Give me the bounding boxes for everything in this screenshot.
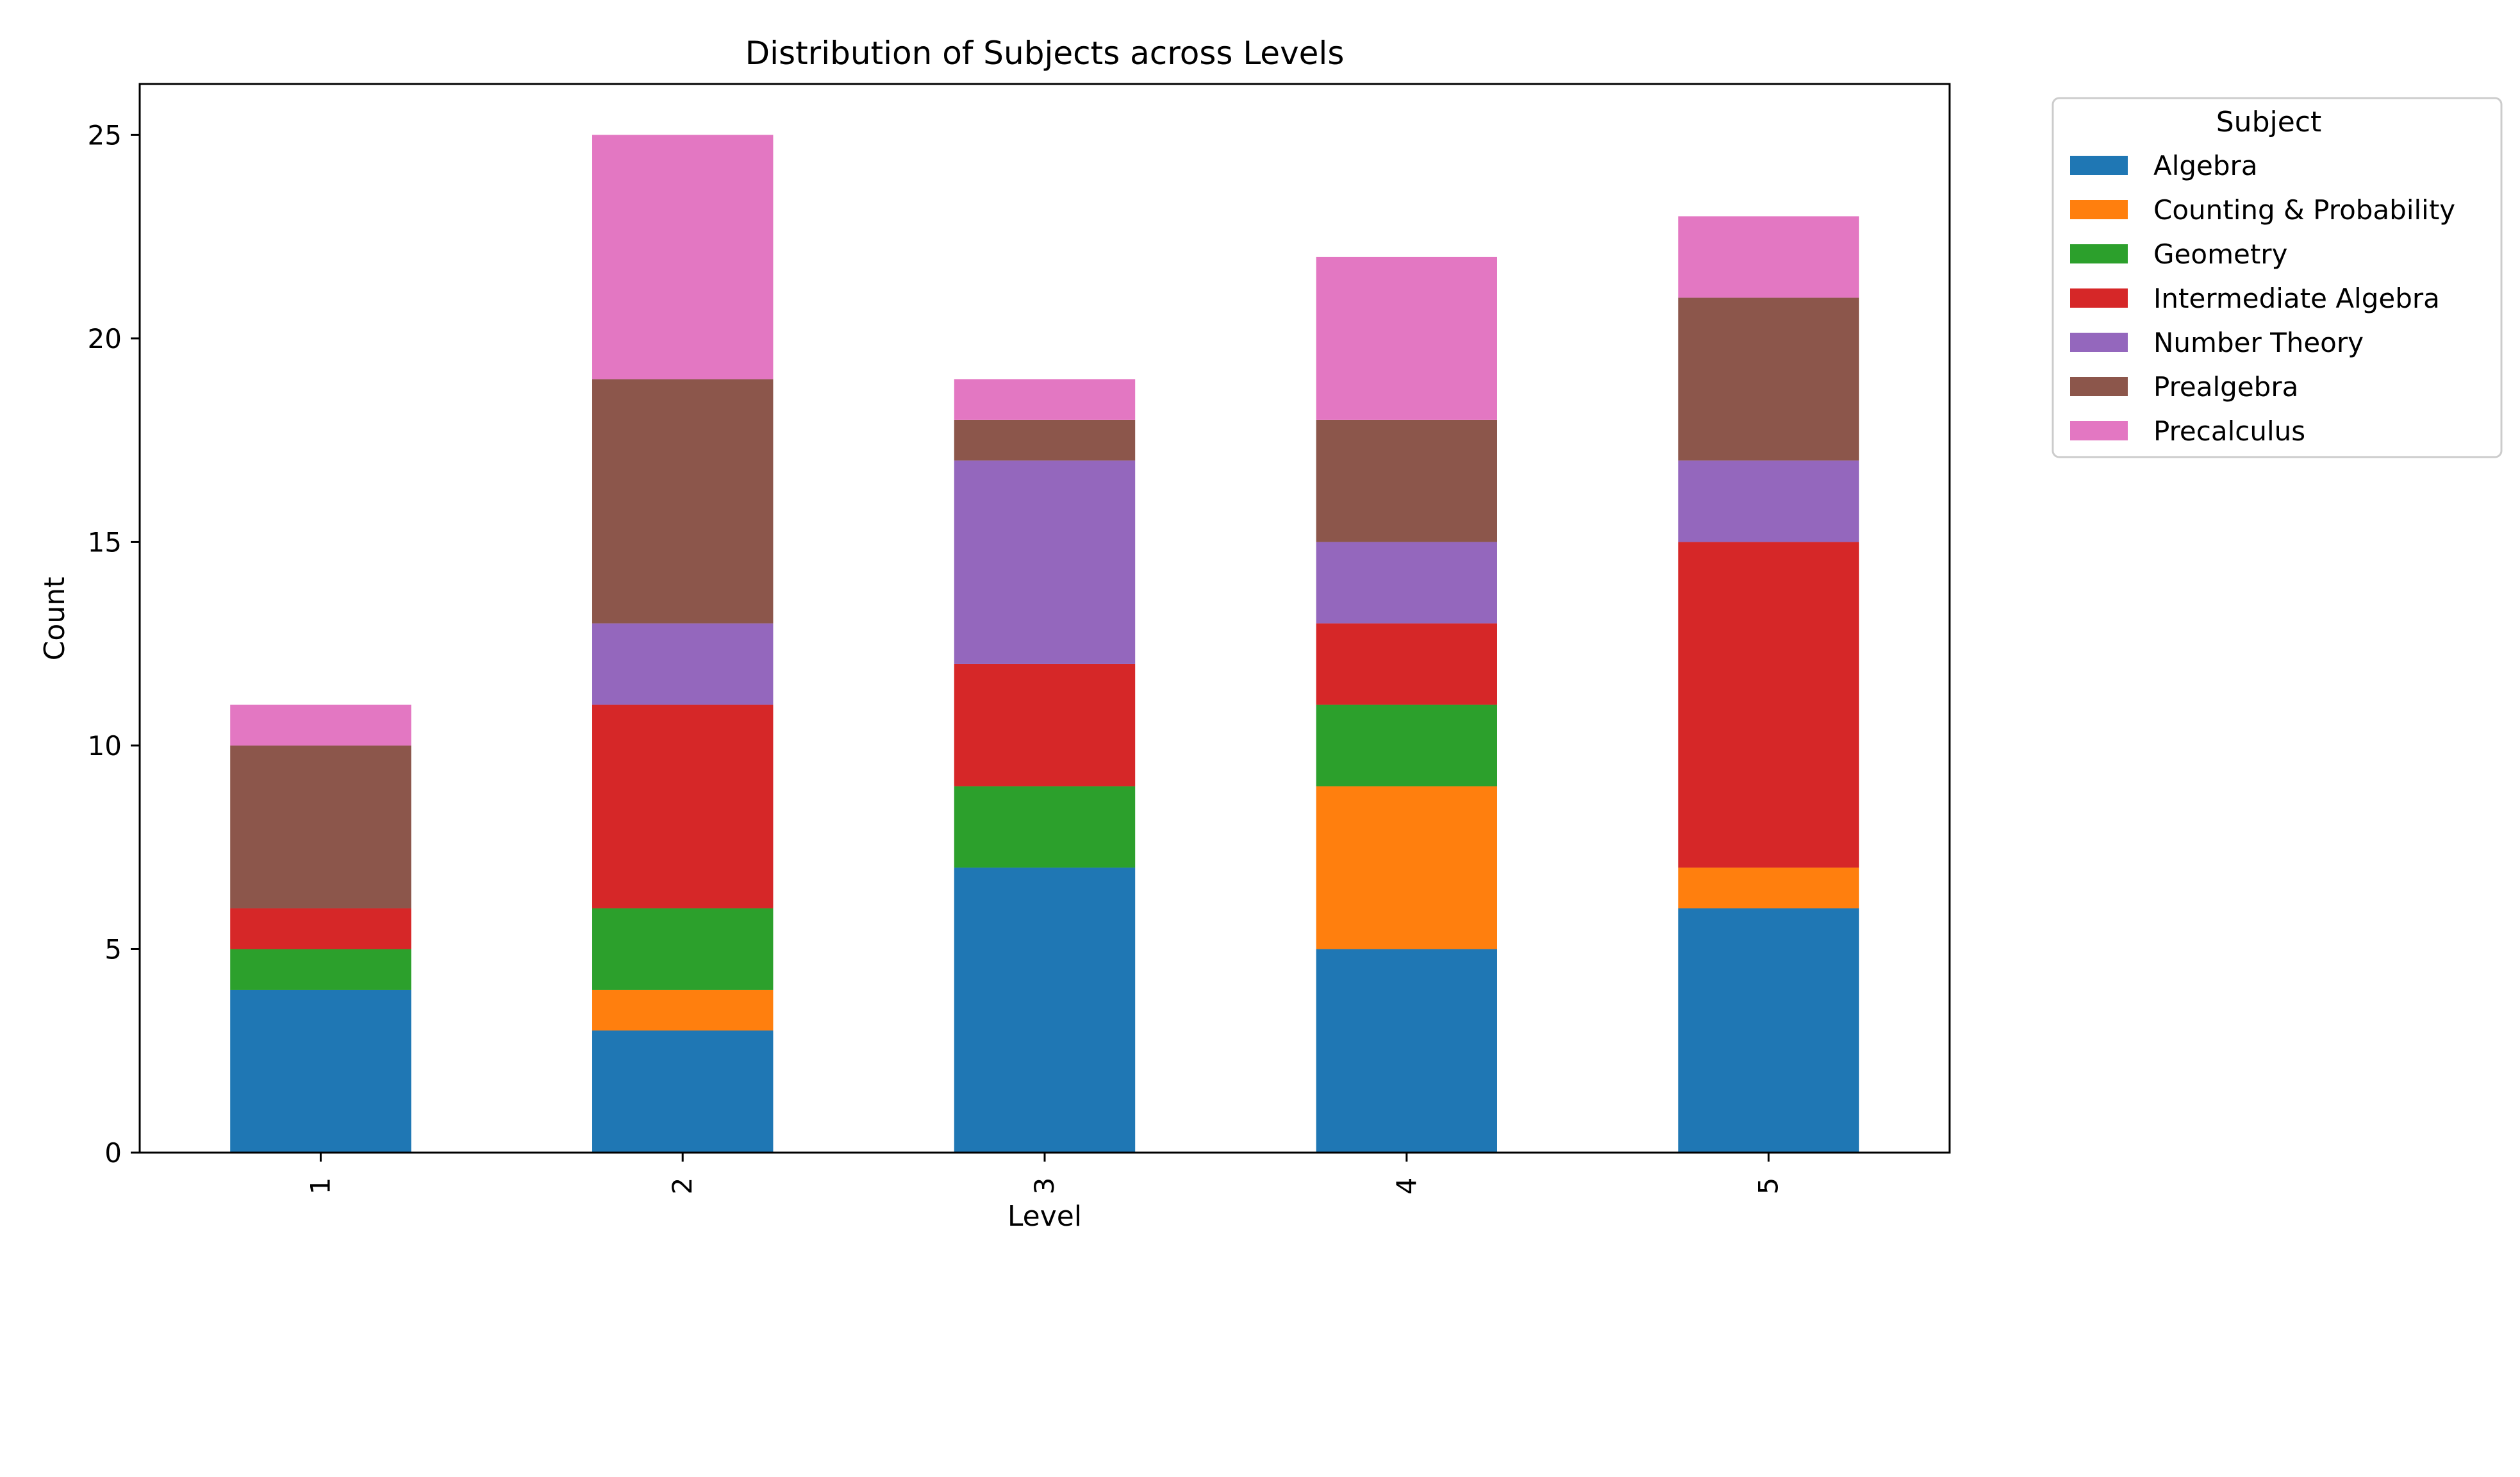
bar-level-5-series-0: [1678, 908, 1859, 1153]
x-tick-label: 2: [667, 1178, 698, 1195]
bar-level-4-series-4: [1316, 542, 1497, 624]
legend-swatch: [2070, 377, 2128, 396]
bar-level-4-series-0: [1316, 949, 1497, 1153]
legend-title: Subject: [2216, 106, 2321, 138]
bar-level-4-series-3: [1316, 623, 1497, 705]
bar-level-3-series-5: [954, 419, 1136, 461]
bar-level-1-series-6: [230, 705, 411, 746]
bar-level-3-series-0: [954, 867, 1136, 1153]
legend-swatch: [2070, 156, 2128, 175]
x-tick-label: 5: [1753, 1178, 1784, 1195]
legend-swatch: [2070, 200, 2128, 219]
bar-level-1-series-3: [230, 908, 411, 949]
x-tick-label: 3: [1029, 1178, 1060, 1195]
legend-frame: [2052, 97, 2503, 458]
legend-items: Algebra Counting & Probability Geometry Int…: [2070, 150, 2455, 447]
legend-label: Geometry: [2153, 238, 2287, 270]
x-tick-label: 1: [304, 1178, 336, 1195]
bar-level-5-series-5: [1678, 297, 1859, 461]
legend-label: Intermediate Algebra: [2153, 283, 2440, 314]
bar-level-2-series-2: [592, 908, 774, 990]
legend-label: Counting & Probability: [2153, 194, 2455, 226]
legend-swatch: [2070, 244, 2128, 263]
bar-level-3-series-2: [954, 786, 1136, 868]
bar-level-3-series-6: [954, 379, 1136, 420]
y-axis: 0 5 10 15 20 25: [88, 119, 140, 1169]
legend: Subject Algebra Counting & Probability Geo…: [2052, 97, 2503, 458]
legend-swatch: [2070, 333, 2128, 352]
x-tick-label: 4: [1391, 1178, 1422, 1195]
legend-label: Number Theory: [2153, 327, 2364, 358]
legend-swatch: [2070, 288, 2128, 308]
bar-level-2-series-4: [592, 623, 774, 705]
y-axis-label: Count: [38, 577, 71, 661]
bar-level-2-series-5: [592, 379, 774, 624]
y-tick-label: 5: [104, 933, 122, 965]
bar-level-3-series-4: [954, 460, 1136, 664]
y-tick-label: 25: [88, 119, 122, 151]
bar-level-2-series-6: [592, 135, 774, 380]
bars-layer: [230, 135, 1859, 1153]
bar-level-4-series-1: [1316, 786, 1497, 949]
bar-level-4-series-6: [1316, 256, 1497, 420]
y-tick-label: 20: [88, 323, 122, 355]
legend-label: Algebra: [2153, 150, 2258, 181]
bar-level-2-series-0: [592, 1030, 774, 1153]
bar-level-4-series-5: [1316, 419, 1497, 542]
bar-level-5-series-3: [1678, 542, 1859, 868]
y-tick-label: 10: [88, 730, 122, 762]
x-axis: 1 2 3 4 5: [304, 1153, 1784, 1194]
x-axis-label: Level: [1007, 1200, 1082, 1233]
y-tick-label: 0: [104, 1137, 122, 1169]
bar-level-5-series-6: [1678, 216, 1859, 298]
bar-level-1-series-5: [230, 745, 411, 908]
bar-level-2-series-1: [592, 989, 774, 1031]
bar-level-5-series-4: [1678, 460, 1859, 542]
bar-level-5-series-1: [1678, 867, 1859, 908]
chart-title: Distribution of Subjects across Levels: [745, 35, 1345, 72]
bar-level-2-series-3: [592, 705, 774, 908]
bar-level-4-series-2: [1316, 705, 1497, 787]
legend-label: Prealgebra: [2153, 371, 2298, 403]
bar-level-3-series-3: [954, 663, 1136, 787]
bar-level-1-series-2: [230, 949, 411, 990]
y-tick-label: 15: [88, 526, 122, 558]
legend-swatch: [2070, 421, 2128, 440]
legend-label: Precalculus: [2153, 415, 2305, 447]
bar-level-1-series-0: [230, 989, 411, 1153]
